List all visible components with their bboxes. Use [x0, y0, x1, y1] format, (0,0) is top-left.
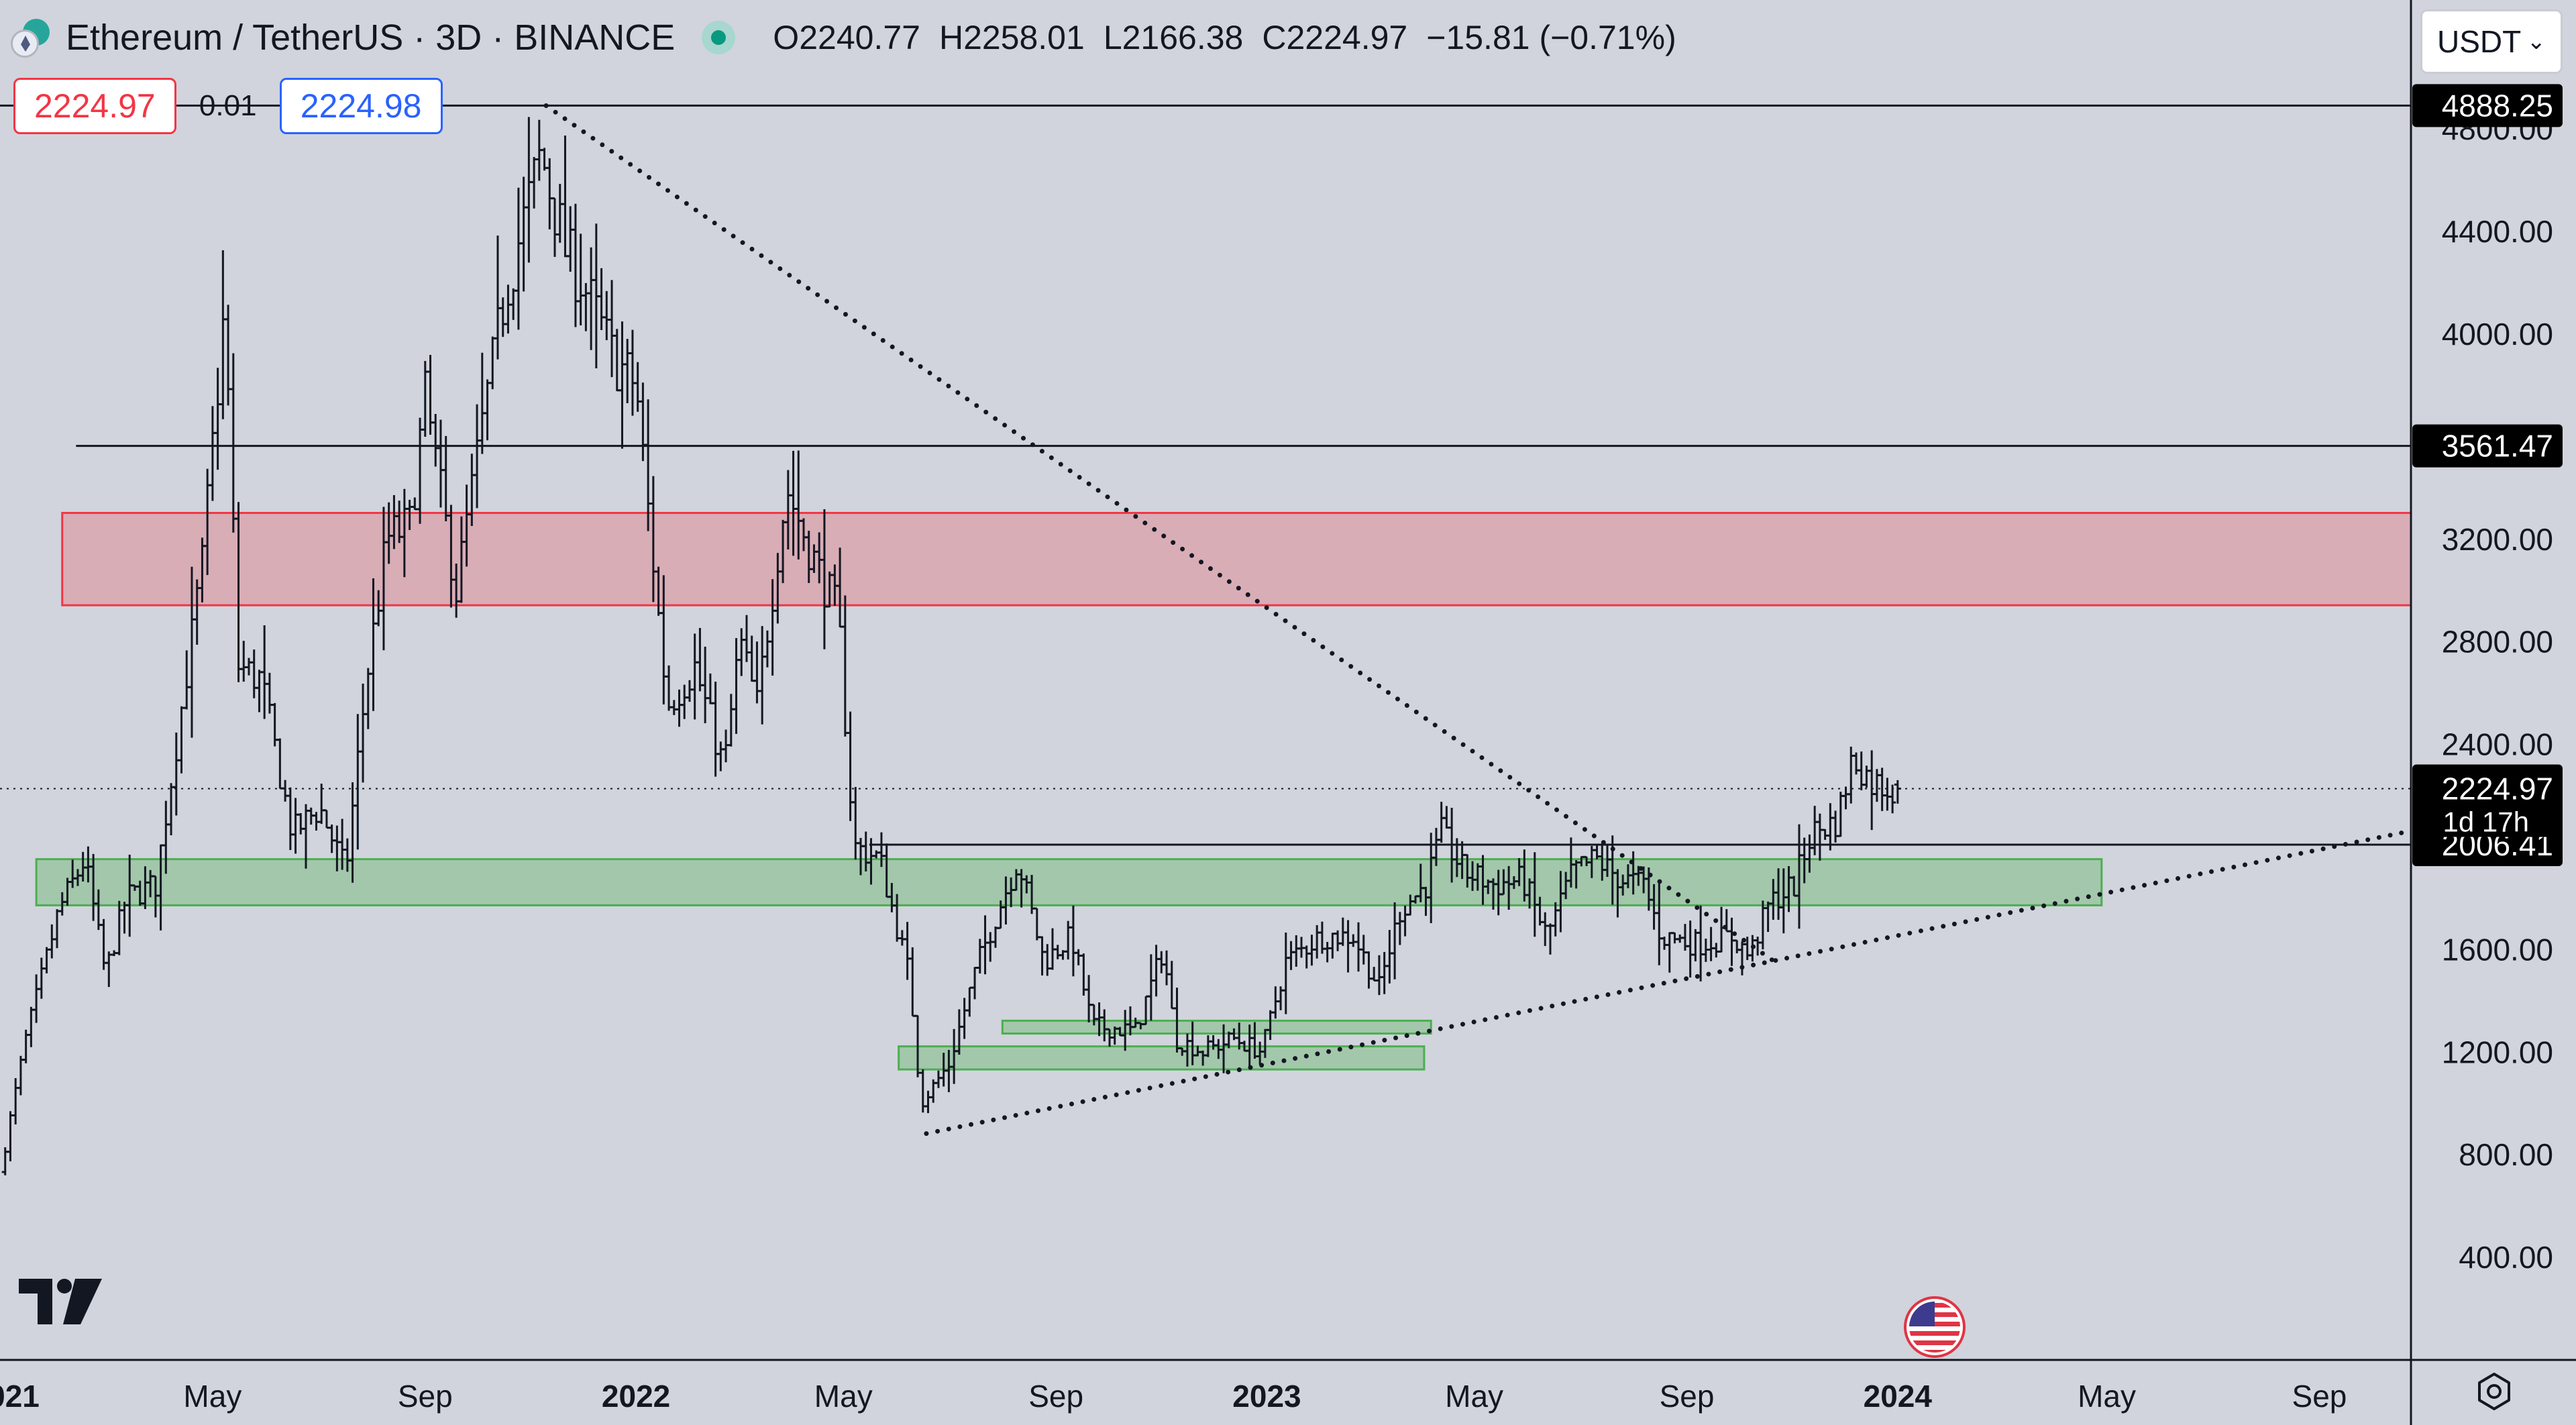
price-label: 4888.25 [2442, 88, 2553, 123]
price-label: 3561.47 [2442, 429, 2553, 464]
time-tick-label: May [2078, 1379, 2136, 1414]
price-tick-label: 4000.00 [2442, 317, 2553, 352]
plot-area[interactable] [0, 0, 2411, 1359]
tradingview-logo-icon[interactable] [19, 1279, 106, 1327]
price-tick-label: 1200.00 [2442, 1035, 2553, 1069]
time-tick-label: May [814, 1379, 873, 1414]
time-tick-label: Sep [1028, 1379, 1083, 1414]
symbol-legend: Ethereum / TetherUS · 3D · BINANCE O2240… [11, 9, 1676, 66]
ohlc-bar [1889, 784, 1896, 814]
price-tick-label: 2400.00 [2442, 727, 2553, 762]
price-tick-label: 2800.00 [2442, 625, 2553, 659]
current-price-label: 2224.97 [2442, 771, 2553, 806]
chevron-down-icon: ⌄ [2526, 29, 2546, 54]
trade-buttons: 2224.97 0.01 2224.98 [13, 78, 443, 134]
sell-button[interactable]: 2224.97 [13, 78, 176, 134]
support-zone-3 [898, 1045, 1426, 1071]
bar-countdown-label: 1d 17h [2443, 806, 2529, 837]
symbol-title[interactable]: Ethereum / TetherUS · 3D · BINANCE [66, 17, 676, 58]
time-tick-label: 2023 [1232, 1379, 1301, 1414]
price-axis[interactable]: 400.00800.001200.001600.002000.002400.00… [2442, 111, 2553, 1275]
low-value: L2166.38 [1103, 19, 1244, 56]
support-zone-2 [1001, 1019, 1432, 1035]
zones-layer [35, 512, 2412, 1071]
price-tick-label: 400.00 [2459, 1240, 2553, 1275]
settings-icon[interactable] [2474, 1371, 2514, 1412]
time-tick-label: May [1445, 1379, 1503, 1414]
price-tick-label: 3200.00 [2442, 522, 2553, 557]
time-tick-label: 2024 [1864, 1379, 1933, 1414]
open-value: O2240.77 [773, 19, 920, 56]
price-label-box [2412, 84, 2563, 127]
symbol-logo-icon[interactable] [11, 17, 51, 58]
change-value: −15.81 (−0.71%) [1426, 19, 1676, 56]
resistance-zone-0 [61, 512, 2412, 606]
currency-value: USDT [2437, 24, 2522, 59]
price-label-box [2412, 424, 2563, 468]
buy-button[interactable]: 2224.98 [279, 78, 443, 134]
time-tick-label: May [183, 1379, 241, 1414]
trendlines-layer [543, 103, 2414, 1137]
status-dot-icon [702, 21, 736, 54]
close-value: C2224.97 [1262, 19, 1408, 56]
ohlc-values: O2240.77 H2258.01 L2166.38 C2224.97 −15.… [773, 18, 1676, 57]
ohlc-bar [1894, 780, 1901, 804]
us-flag-icon[interactable] [1904, 1296, 1966, 1358]
time-tick-label: Sep [1660, 1379, 1715, 1414]
time-tick-label: Sep [398, 1379, 453, 1414]
time-tick-label: 2022 [602, 1379, 670, 1414]
time-axis[interactable]: 2021 May Sep 2022 May Sep 2023 May Sep 2024 May Sep [0, 1379, 2347, 1414]
trendline-1 [924, 829, 2414, 1137]
support-zone-1 [35, 858, 2103, 906]
currency-select[interactable]: USDT ⌄ [2420, 9, 2563, 74]
price-tick-label: 800.00 [2459, 1137, 2553, 1172]
high-value: H2258.01 [938, 19, 1085, 56]
spread-value: 0.01 [199, 89, 257, 122]
price-tick-label: 4400.00 [2442, 214, 2553, 249]
ohlc-bars-layer [1, 117, 1901, 1175]
price-tick-label: 1600.00 [2442, 932, 2553, 967]
time-tick-label: Sep [2292, 1379, 2347, 1414]
trendline-0 [543, 103, 1781, 967]
time-tick-label: 2021 [0, 1379, 40, 1414]
price-label-box [2412, 764, 2563, 837]
